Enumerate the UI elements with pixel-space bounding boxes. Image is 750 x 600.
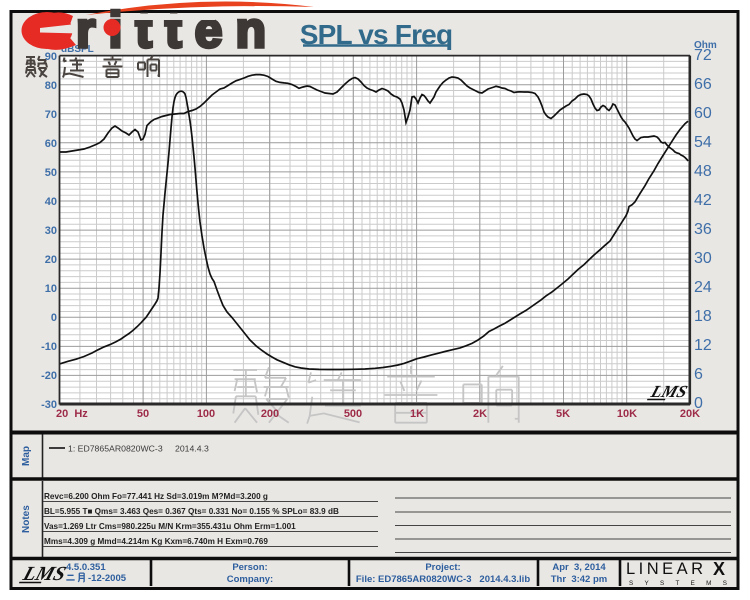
svg-text:-10: -10	[41, 341, 57, 353]
svg-text:18: 18	[694, 308, 712, 325]
svg-text:80: 80	[45, 80, 57, 92]
svg-text:Project:: Project:	[425, 562, 460, 573]
svg-text:20: 20	[45, 254, 57, 266]
svg-text:40: 40	[45, 196, 57, 208]
svg-text:Revc=6.200 Ohm Fo=77.441 Hz: Revc=6.200 Ohm Fo=77.441 Hz Sd=3.019m M?…	[44, 492, 268, 501]
svg-text:LMS: LMS	[19, 563, 68, 584]
svg-text:24: 24	[694, 279, 712, 296]
svg-text:-20: -20	[41, 370, 57, 382]
svg-text:72: 72	[694, 47, 712, 64]
svg-text:2014.4.3: 2014.4.3	[175, 444, 209, 454]
svg-text:BL=5.955 T■ Qms= 3.463 Qes=: BL=5.955 T■ Qms= 3.463 Qes= 0.367 Qts= 0…	[44, 507, 339, 516]
svg-text:1K: 1K	[410, 408, 424, 420]
svg-text:48: 48	[694, 163, 712, 180]
svg-text:42: 42	[694, 192, 712, 209]
svg-text:20 Hz: 20 Hz	[56, 408, 88, 420]
svg-text:5K: 5K	[556, 408, 570, 420]
svg-text:1: ED7865AR0820WC-3: 1: ED7865AR0820WC-3	[68, 444, 163, 454]
svg-text:-12-2005: -12-2005	[88, 573, 127, 584]
svg-text:Vas=1.269 Ltr Cms=980.225u M/: Vas=1.269 Ltr Cms=980.225u M/N Krm=355.4…	[44, 522, 296, 531]
svg-text:ritten: ritten	[76, 2, 279, 58]
svg-text:Ohm: Ohm	[694, 40, 717, 51]
svg-text:54: 54	[694, 134, 712, 151]
svg-text:Person:: Person:	[232, 562, 267, 573]
svg-text:Map: Map	[21, 446, 32, 466]
svg-text:20K: 20K	[680, 408, 700, 420]
svg-text:Notes: Notes	[21, 505, 32, 533]
svg-text:100: 100	[197, 408, 215, 420]
svg-text:-30: -30	[41, 399, 57, 411]
svg-text:10: 10	[45, 283, 57, 295]
svg-text:Apr 3, 2014: Apr 3, 2014	[552, 562, 606, 573]
svg-text:LINEAR: LINEAR	[626, 560, 707, 578]
svg-text:30: 30	[45, 225, 57, 237]
svg-text:12: 12	[694, 337, 712, 354]
svg-text:dBSPL: dBSPL	[61, 44, 94, 55]
svg-text:4.5.0.351: 4.5.0.351	[66, 562, 106, 573]
svg-text:50: 50	[137, 408, 149, 420]
svg-text:0: 0	[694, 395, 703, 412]
svg-text:36: 36	[694, 221, 712, 238]
svg-text:6: 6	[694, 366, 703, 383]
svg-text:30: 30	[694, 250, 712, 267]
svg-text:2K: 2K	[473, 408, 487, 420]
svg-text:200: 200	[261, 408, 279, 420]
svg-text:Mms=4.309 g Mmd=4.214m Kg Kx: Mms=4.309 g Mmd=4.214m Kg Kxm=6.740m H E…	[44, 537, 268, 546]
svg-text:Thr 3:42 pm: Thr 3:42 pm	[551, 574, 608, 585]
svg-text:10K: 10K	[617, 408, 637, 420]
svg-text:SYSTEMS: SYSTEMS	[629, 580, 738, 587]
svg-text:500: 500	[344, 408, 362, 420]
svg-text:50: 50	[45, 167, 57, 179]
svg-text:LMS: LMS	[648, 381, 690, 400]
svg-text:0: 0	[51, 312, 57, 324]
svg-text:X: X	[713, 559, 725, 579]
svg-text:File: ED7865AR0820WC-3 2014.: File: ED7865AR0820WC-3 2014.4.3.lib	[356, 574, 530, 585]
svg-text:Company:: Company:	[227, 574, 273, 585]
svg-text:66: 66	[694, 76, 712, 93]
svg-text:90: 90	[45, 51, 57, 63]
svg-text:70: 70	[45, 109, 57, 121]
svg-text:60: 60	[45, 138, 57, 150]
svg-text:60: 60	[694, 105, 712, 122]
